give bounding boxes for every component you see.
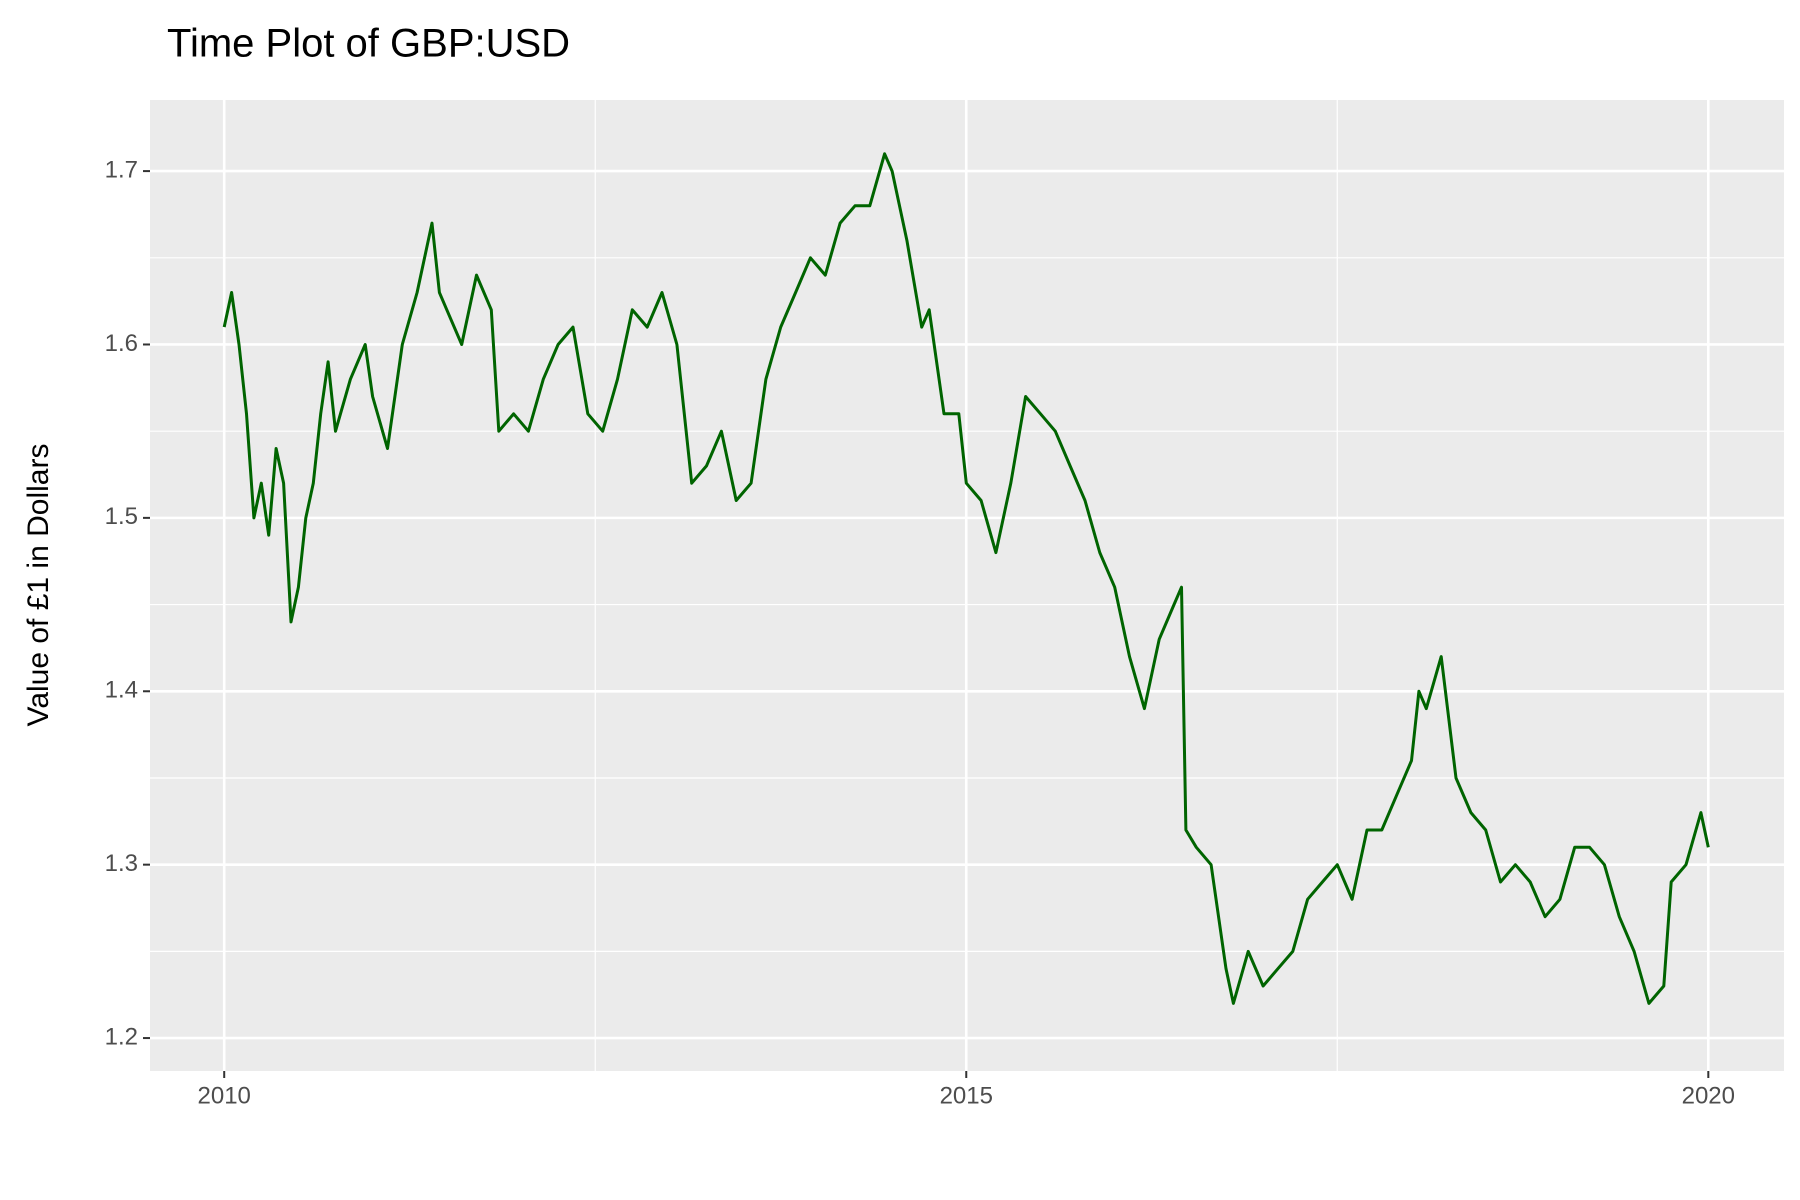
y-tick-label: 1.2 [105, 1023, 138, 1050]
x-tick-label: 2020 [1682, 1082, 1735, 1109]
data-line [222, 152, 1710, 1005]
y-tick-label: 1.5 [105, 503, 138, 530]
y-axis-label: Value of £1 in Dollars [22, 444, 55, 727]
y-tick-label: 1.7 [105, 156, 138, 183]
chart-title: Time Plot of GBP:USD [167, 22, 570, 66]
y-tick-label: 1.6 [105, 330, 138, 357]
y-tick-label: 1.4 [105, 677, 138, 704]
y-tick-label: 1.3 [105, 850, 138, 877]
x-tick-label: 2015 [940, 1082, 993, 1109]
x-tick-label: 2010 [198, 1082, 251, 1109]
